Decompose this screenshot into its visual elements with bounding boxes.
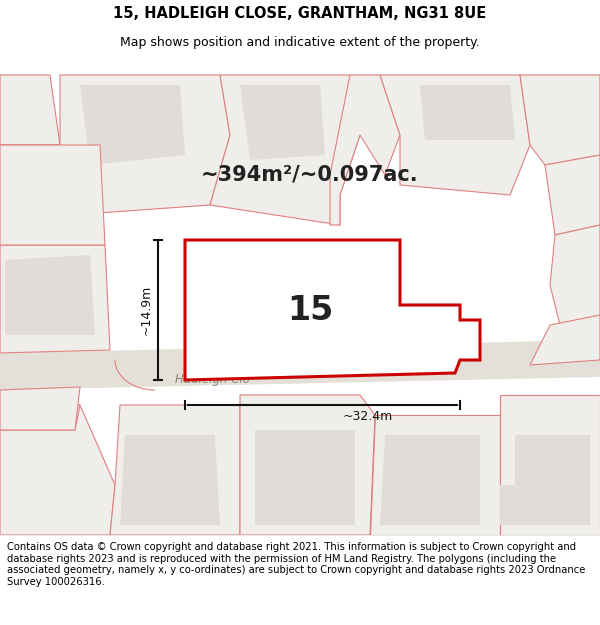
Polygon shape: [240, 85, 325, 160]
Text: ~394m²/~0.097ac.: ~394m²/~0.097ac.: [201, 165, 419, 185]
Polygon shape: [60, 75, 230, 215]
Polygon shape: [110, 405, 240, 535]
Text: 15: 15: [287, 294, 333, 326]
Polygon shape: [0, 145, 70, 245]
Text: Map shows position and indicative extent of the property.: Map shows position and indicative extent…: [120, 36, 480, 49]
Polygon shape: [370, 415, 500, 535]
Polygon shape: [80, 85, 185, 165]
Polygon shape: [240, 395, 375, 535]
Polygon shape: [210, 75, 360, 225]
Polygon shape: [330, 75, 400, 225]
Polygon shape: [515, 435, 590, 525]
Text: ~14.9m: ~14.9m: [140, 285, 153, 335]
Polygon shape: [5, 255, 95, 335]
Polygon shape: [0, 395, 115, 535]
Polygon shape: [0, 75, 60, 145]
Text: Hadleigh Clo: Hadleigh Clo: [175, 374, 250, 386]
Polygon shape: [500, 395, 600, 535]
Text: ~32.4m: ~32.4m: [343, 410, 393, 423]
Polygon shape: [255, 430, 355, 525]
Polygon shape: [0, 395, 80, 430]
Polygon shape: [550, 225, 600, 325]
Polygon shape: [120, 435, 220, 525]
Polygon shape: [545, 155, 600, 235]
Polygon shape: [530, 315, 600, 365]
Polygon shape: [0, 145, 105, 245]
Polygon shape: [185, 240, 480, 380]
Polygon shape: [380, 75, 530, 195]
Polygon shape: [520, 75, 600, 165]
Polygon shape: [420, 85, 515, 140]
Polygon shape: [230, 245, 370, 360]
Text: 15, HADLEIGH CLOSE, GRANTHAM, NG31 8UE: 15, HADLEIGH CLOSE, GRANTHAM, NG31 8UE: [113, 6, 487, 21]
Polygon shape: [0, 387, 80, 430]
Text: Contains OS data © Crown copyright and database right 2021. This information is : Contains OS data © Crown copyright and d…: [7, 542, 586, 587]
Polygon shape: [0, 340, 600, 390]
Polygon shape: [500, 485, 590, 525]
Polygon shape: [380, 435, 480, 525]
Polygon shape: [0, 245, 110, 353]
